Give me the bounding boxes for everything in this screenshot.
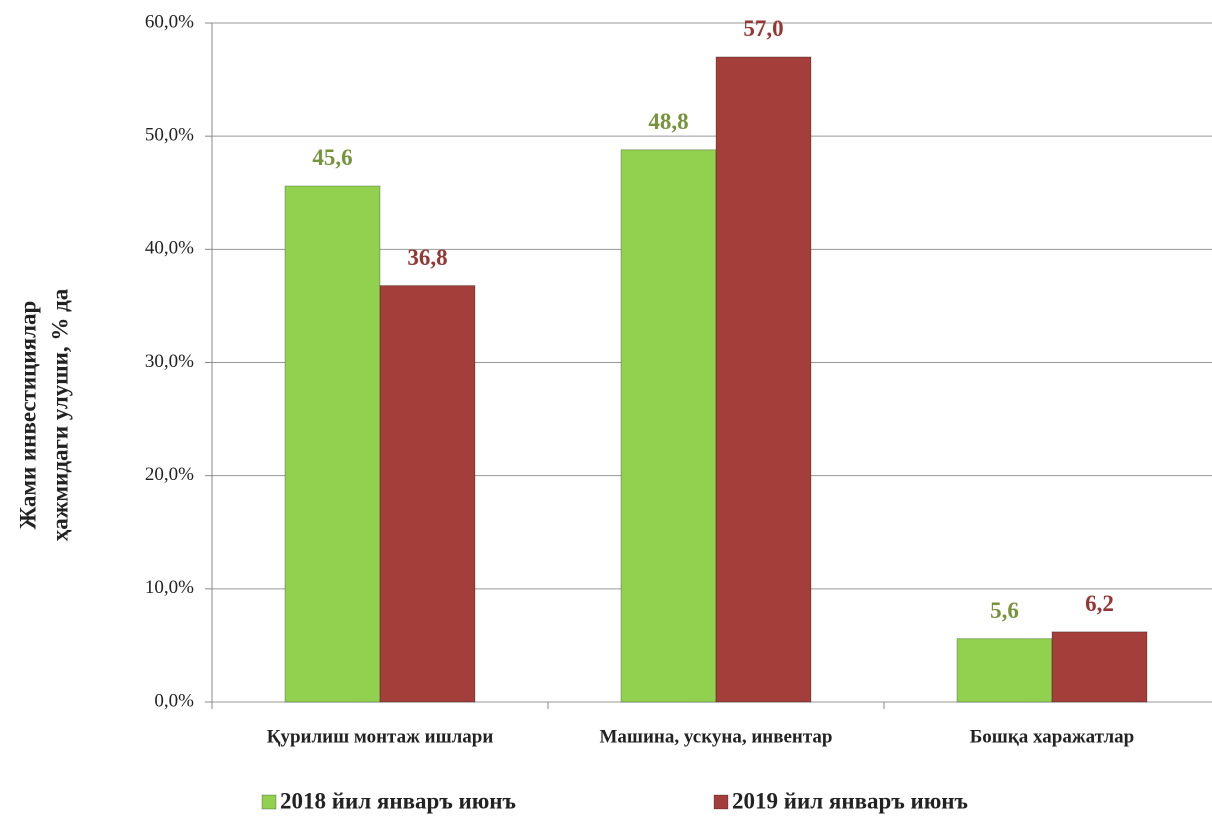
bar — [1051, 631, 1148, 703]
bar — [956, 638, 1053, 703]
y-axis-label: ҳажмидаги улуши, % да — [47, 288, 72, 541]
y-tick-label: 50,0% — [145, 125, 194, 146]
y-tick-label: 0,0% — [154, 690, 194, 711]
value-label: 6,2 — [1085, 591, 1114, 616]
value-label: 45,6 — [312, 145, 352, 170]
x-tick-label: Машина, ускуна, инвентар — [599, 726, 832, 747]
y-tick-label: 20,0% — [145, 464, 194, 485]
value-label: 48,8 — [648, 109, 688, 134]
value-label: 36,8 — [407, 245, 447, 270]
x-tick-label: Қурилиш монтаж ишлари — [267, 726, 494, 747]
bar — [715, 56, 812, 703]
legend-label: 2018 йил январъ июнъ — [280, 788, 516, 813]
legend-label: 2019 йил январъ июнъ — [732, 788, 968, 813]
legend-swatch — [261, 794, 277, 810]
bar — [379, 285, 476, 703]
y-tick-label: 40,0% — [145, 238, 194, 259]
bar — [284, 185, 381, 703]
y-tick-label: 60,0% — [145, 11, 194, 32]
value-label: 5,6 — [990, 598, 1019, 623]
y-axis-label: Жами инвестициялар — [15, 301, 40, 530]
legend-swatch — [713, 794, 729, 810]
x-tick-label: Бошқа харажатлар — [970, 726, 1135, 747]
value-label: 57,0 — [743, 16, 783, 41]
bar — [620, 149, 717, 703]
y-tick-label: 10,0% — [145, 577, 194, 598]
y-tick-label: 30,0% — [145, 351, 194, 372]
